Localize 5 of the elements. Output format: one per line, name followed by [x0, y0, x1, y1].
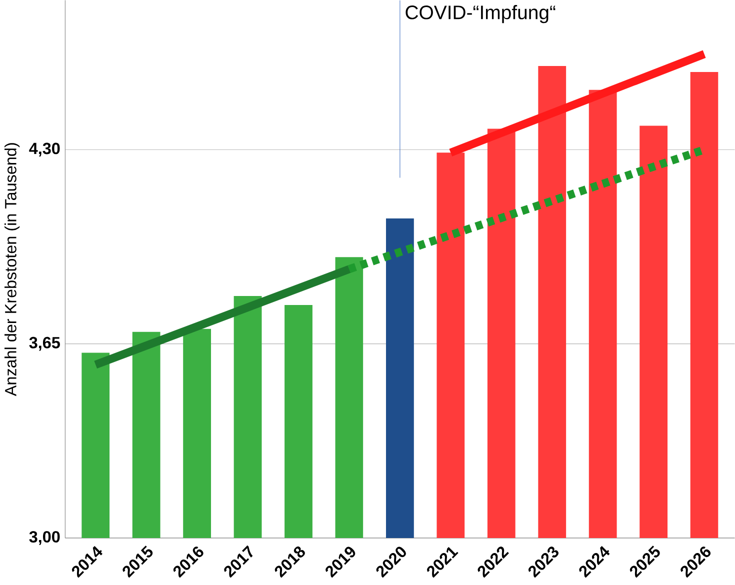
annotation: COVID-“Impfung“	[406, 5, 556, 24]
y-axis-title: Anzahl der Krebstoten (in Tausend)	[4, 143, 20, 396]
y-tick-label: 4,30	[29, 142, 60, 157]
y-tick-label: 3,00	[29, 531, 60, 546]
y-tick-label: 3,65	[29, 337, 60, 351]
